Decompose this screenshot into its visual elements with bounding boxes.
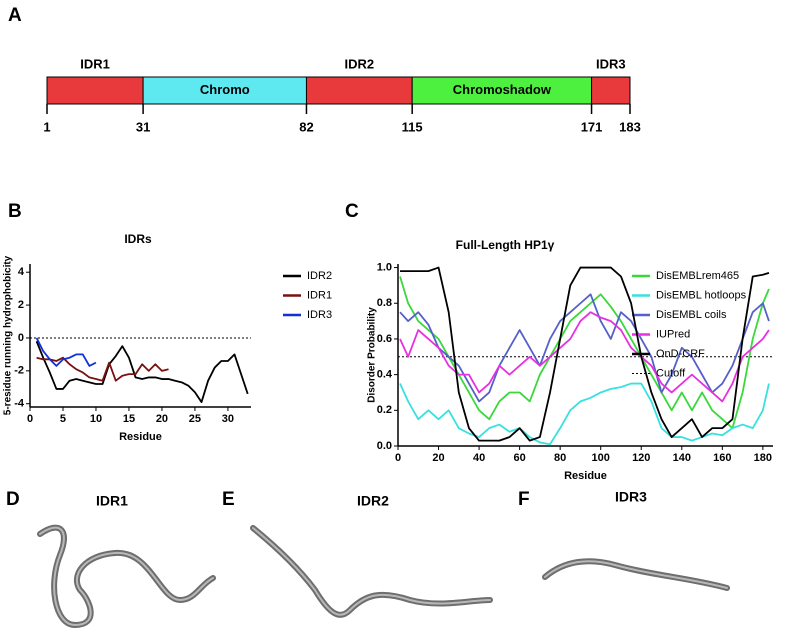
tick-label: 183 [619, 119, 641, 134]
y-tick-label: -2 [14, 365, 24, 377]
y-axis-label: 5-residue running hydrophobicity [3, 255, 14, 415]
legend-label: IDR3 [307, 309, 332, 321]
x-tick-label: 25 [189, 413, 201, 425]
data-line [399, 311, 770, 403]
domain [46, 76, 144, 105]
domain-label: Chromoshadow [453, 82, 552, 97]
y-tick-label: 0.4 [377, 369, 393, 381]
panel-label: B [8, 201, 22, 222]
x-tick-label: 40 [473, 452, 485, 464]
legend-label: OnD-CRF [656, 348, 705, 360]
panel-label: E [222, 489, 235, 510]
domain [305, 76, 413, 105]
x-tick-label: 60 [513, 452, 525, 464]
x-tick-label: 160 [713, 452, 731, 464]
x-tick-label: 80 [554, 452, 566, 464]
legend-label: DisEMBLrem465 [656, 270, 739, 282]
y-tick-label: -4 [14, 398, 25, 410]
x-tick-label: 100 [592, 452, 610, 464]
panel-label: D [6, 489, 20, 510]
panel-label: F [518, 489, 530, 510]
domain [411, 76, 593, 105]
y-tick-label: 1.0 [377, 261, 392, 273]
tick-label: 31 [136, 119, 150, 134]
tick-label: 82 [299, 119, 313, 134]
y-tick-label: 0.6 [377, 333, 392, 345]
x-axis-label: Residue [119, 431, 162, 443]
data-line [399, 276, 770, 430]
structure-idr1 [37, 524, 216, 629]
legend-label: Cutoff [656, 367, 686, 379]
y-tick-label: 0.8 [377, 297, 392, 309]
x-tick-label: 10 [90, 413, 102, 425]
legend-label: IUPred [656, 328, 690, 340]
panel-label: A [8, 5, 22, 26]
domain-label: IDR1 [80, 56, 110, 71]
tick-label: 171 [581, 119, 603, 134]
y-tick-label: 0.2 [377, 404, 392, 416]
x-tick-label: 180 [754, 452, 772, 464]
x-tick-label: 20 [432, 452, 444, 464]
x-tick-label: 5 [60, 413, 66, 425]
domain-label: Chromo [200, 82, 250, 97]
x-tick-label: 30 [222, 413, 234, 425]
x-tick-label: 140 [673, 452, 691, 464]
chart-title: Full-Length HP1γ [456, 238, 555, 252]
y-tick-label: 2 [18, 299, 24, 311]
y-tick-label: 0 [18, 332, 24, 344]
legend-label: DisEMBL hotloops [656, 289, 747, 301]
structure-title: IDR2 [357, 493, 389, 509]
domain-label: IDR3 [596, 56, 626, 71]
y-axis-label: Disorder Probability [367, 307, 378, 403]
data-line [399, 293, 770, 403]
legend-label: IDR2 [307, 270, 332, 282]
domain-label: IDR2 [345, 56, 375, 71]
data-line [35, 340, 249, 403]
domain [591, 76, 631, 105]
panel-label: C [345, 201, 359, 222]
tick-label: 115 [402, 119, 423, 134]
data-line [35, 337, 97, 367]
structure-idr3 [542, 558, 730, 591]
x-axis-label: Residue [564, 470, 607, 482]
x-tick-label: 0 [395, 452, 401, 464]
data-line [400, 266, 770, 442]
legend-label: IDR1 [307, 289, 332, 301]
data-line [399, 382, 770, 446]
structure-idr2 [250, 525, 493, 618]
x-tick-label: 120 [632, 452, 650, 464]
tick-label: 1 [43, 119, 50, 134]
data-line [36, 356, 169, 382]
x-tick-label: 15 [123, 413, 135, 425]
chart-title: IDRs [124, 232, 152, 246]
y-tick-label: 0.0 [377, 440, 392, 452]
x-tick-label: 0 [27, 413, 33, 425]
legend-label: DisEMBL coils [656, 309, 727, 321]
structure-title: IDR3 [615, 489, 647, 505]
domain [142, 76, 307, 105]
structure-title: IDR1 [96, 493, 128, 509]
x-tick-label: 20 [156, 413, 168, 425]
y-tick-label: 4 [18, 266, 25, 278]
